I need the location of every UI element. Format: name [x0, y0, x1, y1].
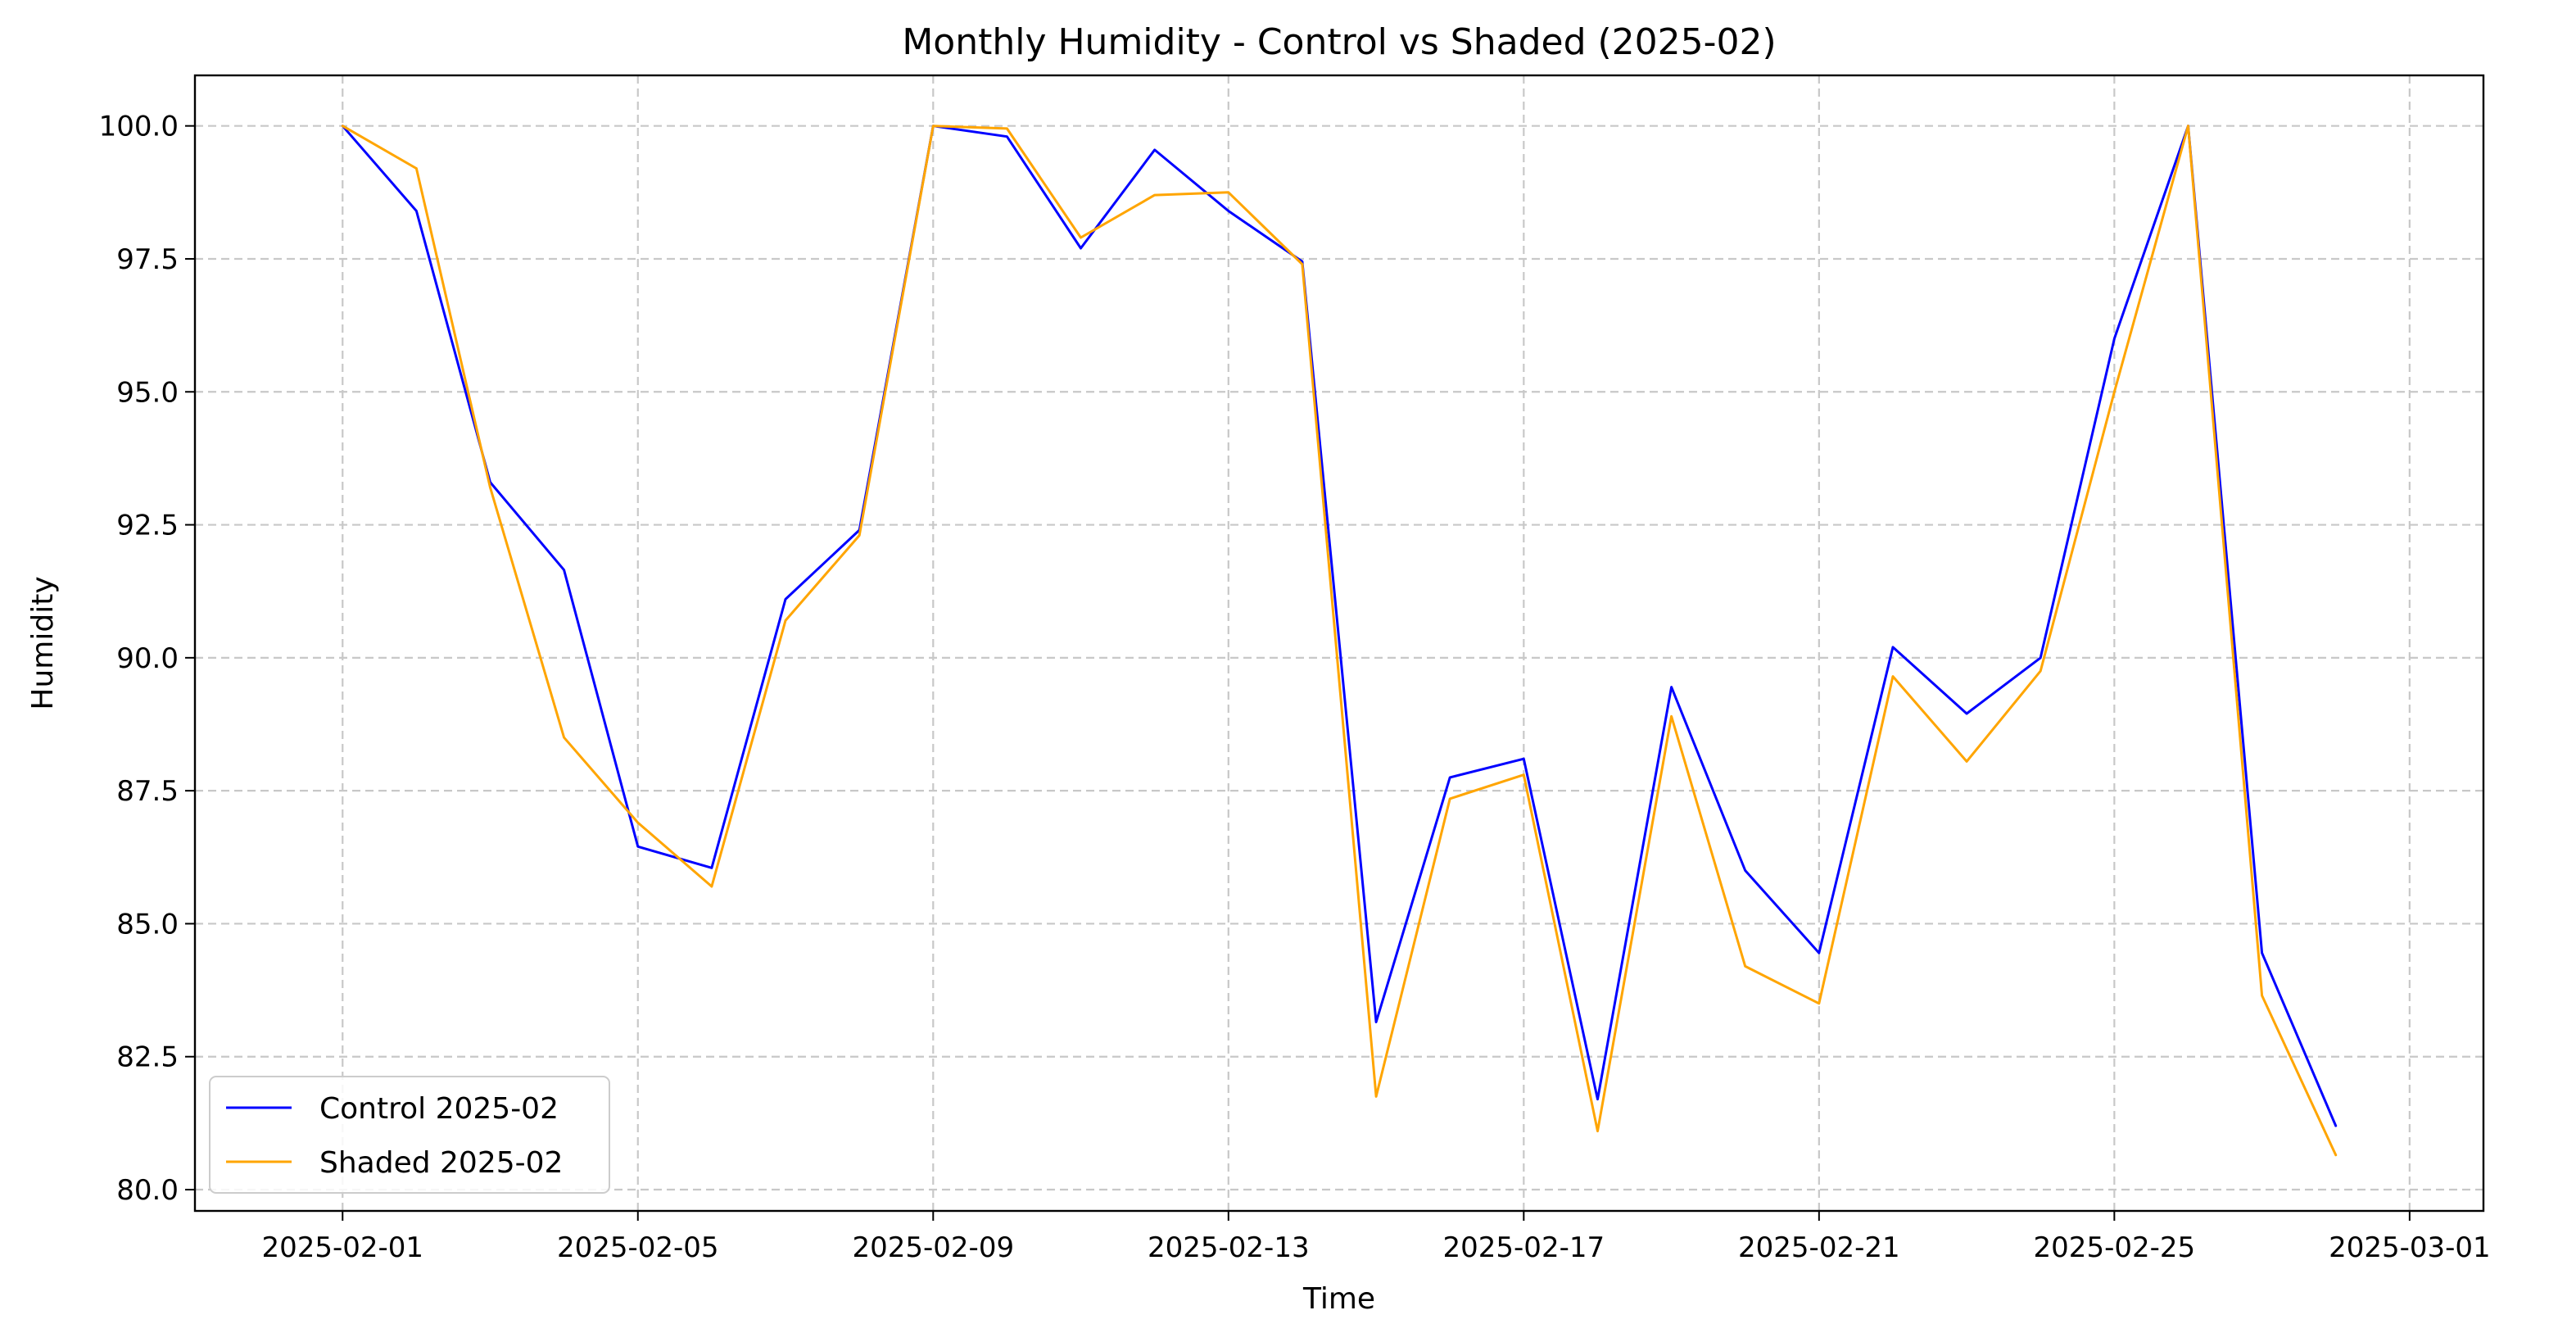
- x-tick-label: 2025-02-17: [1443, 1231, 1605, 1264]
- series-line-shaded: [341, 125, 2338, 1157]
- plot-frame: [193, 74, 2485, 1213]
- series-lines: [341, 125, 2338, 1157]
- x-tick-label: 2025-03-01: [2329, 1231, 2491, 1264]
- legend-box: [209, 1076, 610, 1194]
- x-tick-label: 2025-02-09: [852, 1231, 1014, 1264]
- x-tick-label: 2025-02-01: [261, 1231, 423, 1264]
- x-tick-label: 2025-02-25: [2034, 1231, 2196, 1264]
- x-axis-label: Time: [1302, 1282, 1375, 1316]
- y-tick-label: 80.0: [116, 1174, 179, 1207]
- x-tick-label: 2025-02-13: [1148, 1231, 1310, 1264]
- y-tick-label: 87.5: [116, 775, 179, 808]
- y-tick-label: 92.5: [116, 510, 179, 542]
- y-tick-label: 100.0: [99, 111, 179, 143]
- legend-label-control: Control 2025-02: [319, 1092, 559, 1126]
- y-tick-label: 82.5: [116, 1041, 179, 1074]
- x-tick-label: 2025-02-05: [557, 1231, 719, 1264]
- y-tick-label: 95.0: [116, 376, 179, 409]
- y-tick-label: 85.0: [116, 908, 179, 941]
- y-tick-label: 90.0: [116, 642, 179, 675]
- axis-ticks: 2025-02-01 2025-02-05 2025-02-09 2025-02-13…: [99, 111, 2491, 1264]
- y-tick-label: 97.5: [116, 243, 179, 276]
- chart-title: Monthly Humidity - Control vs Shaded (20…: [902, 21, 1776, 63]
- x-tick-label: 2025-02-21: [1738, 1231, 1900, 1264]
- legend-label-shaded: Shaded 2025-02: [319, 1146, 563, 1180]
- legend: Control 2025-02 Shaded 2025-02: [209, 1076, 610, 1194]
- y-axis-label: Humidity: [26, 576, 60, 710]
- series-line-control: [341, 125, 2338, 1127]
